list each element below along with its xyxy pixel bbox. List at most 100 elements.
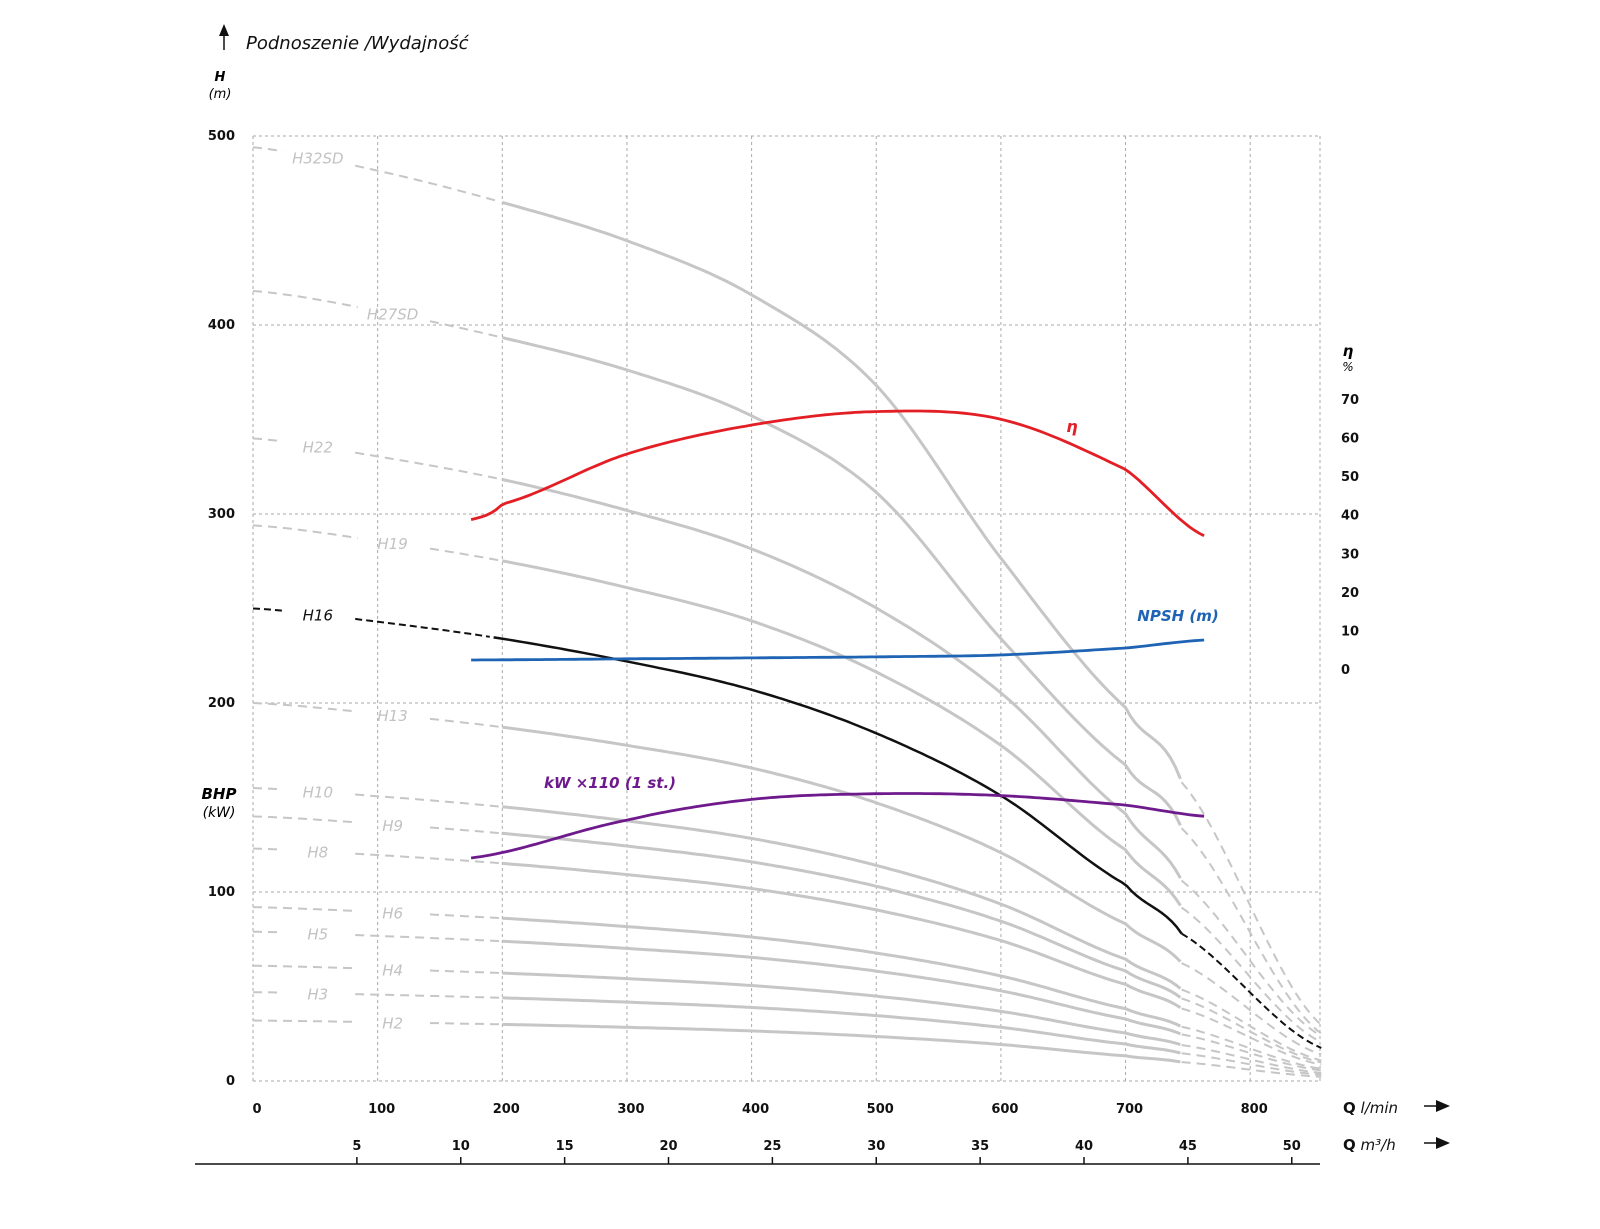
- head-curve-h5: H5: [252, 926, 1322, 1072]
- power-label: kW ×110 (1 st.): [544, 774, 676, 792]
- x-axis-label: Q l/min: [1343, 1099, 1398, 1117]
- head-curve-h32sd: H32SD: [252, 146, 1322, 1026]
- curve-label: H4: [382, 961, 403, 979]
- curve-dashed-segment: [1180, 827, 1322, 1035]
- y-tick-label: 500: [208, 129, 235, 144]
- curve-label: H13: [377, 707, 407, 725]
- curve-solid-segment: [502, 939, 1181, 1036]
- right-arrow-icon: [1424, 1137, 1450, 1149]
- head-curve-h27sd: H27SD: [252, 290, 1322, 1035]
- curve-solid-segment: [501, 336, 1182, 826]
- curve-dashed-segment: [252, 437, 284, 443]
- curve-solid-segment: [501, 478, 1182, 879]
- x-tick-label: 500: [867, 1102, 894, 1117]
- head-curve-h4: H4: [252, 961, 1322, 1074]
- x-tick-label: 300: [617, 1102, 644, 1117]
- head-curve-h16: H16: [252, 606, 1322, 1049]
- x2-tick-label: 15: [556, 1139, 574, 1154]
- head-curve-h13: H13: [252, 702, 1322, 1056]
- curve-dashed-segment: [429, 717, 500, 728]
- curve-label: H6: [382, 905, 403, 923]
- y-tick-label: 0: [226, 1074, 235, 1089]
- curve-dashed-segment: [1181, 932, 1322, 1049]
- curve-dashed-segment: [355, 934, 500, 943]
- right-axis-label: η: [1343, 342, 1354, 360]
- head-curve-h6: H6: [252, 905, 1322, 1070]
- curve-dashed-segment: [429, 320, 501, 338]
- y-tick-label: 200: [208, 696, 235, 711]
- head-curve-h10: H10: [252, 784, 1322, 1062]
- curve-dashed-segment: [252, 906, 358, 913]
- curve-dashed-segment: [355, 852, 500, 865]
- right-tick-label: 70: [1341, 393, 1359, 408]
- efficiency-label: η: [1066, 417, 1077, 436]
- chart-title: Podnoszenie /Wydajność: [246, 33, 470, 54]
- curve-dashed-segment: [252, 964, 358, 970]
- curve-solid-segment: [502, 916, 1182, 1028]
- x2-tick-label: 35: [971, 1139, 989, 1154]
- curve-label: H2: [382, 1014, 403, 1032]
- curve-dashed-segment: [252, 1019, 358, 1023]
- performance-curves: [470, 409, 1205, 860]
- curve-dashed-segment: [1181, 988, 1322, 1062]
- curve-solid-segment: [502, 559, 1182, 907]
- right-tick-label: 30: [1341, 547, 1359, 562]
- curve-dashed-segment: [1180, 879, 1322, 1037]
- curve-label: H9: [382, 817, 403, 835]
- curve-dashed-segment: [252, 815, 358, 824]
- right-tick-label: 20: [1341, 586, 1359, 601]
- curve-dashed-segment: [1181, 1007, 1322, 1066]
- curve-dashed-segment: [1181, 1052, 1322, 1076]
- x2-tick-label: 10: [452, 1139, 470, 1154]
- curve-label: H3: [307, 985, 328, 1003]
- curve-dashed-segment: [355, 451, 501, 480]
- x2-tick-label: 45: [1179, 1139, 1197, 1154]
- right-tick-label: 0: [1341, 663, 1350, 678]
- right-tick-label: 40: [1341, 509, 1359, 524]
- curve-dashed-segment: [429, 547, 500, 562]
- curve-dashed-segment: [252, 146, 284, 153]
- x2-tick-label: 5: [352, 1139, 361, 1154]
- head-curve-h9: H9: [252, 815, 1322, 1064]
- x-tick-label: 100: [368, 1102, 395, 1117]
- y-tick-label: 300: [208, 507, 235, 522]
- curve-label: H27SD: [367, 306, 418, 324]
- x-tick-label: 600: [991, 1102, 1018, 1117]
- bhp-axis-label: BHP: [202, 785, 237, 803]
- right-tick-label: 50: [1341, 470, 1359, 485]
- x-tick-label: 0: [252, 1102, 261, 1117]
- right-arrow-icon: [1424, 1100, 1450, 1112]
- y-tick-label: 400: [208, 318, 235, 333]
- y-axis-label: H: [215, 70, 226, 85]
- curve-dashed-segment: [252, 290, 358, 308]
- npsh-label: NPSH (m): [1137, 607, 1218, 625]
- curve-solid-segment: [502, 996, 1181, 1055]
- x2-tick-label: 40: [1075, 1139, 1093, 1154]
- curve-dashed-segment: [252, 702, 358, 713]
- curve-dashed-segment: [430, 1022, 500, 1026]
- head-curves: H32SD H27SD H22 H19 H13 H10 H9 H8 H6 H5 H4 H3 H2 H16: [252, 146, 1322, 1078]
- efficiency-curve: [470, 409, 1205, 538]
- curve-label: H16: [303, 606, 333, 624]
- x-tick-label: 200: [493, 1102, 520, 1117]
- curve-solid-segment: [502, 861, 1182, 1009]
- curve-solid-segment: [501, 200, 1182, 780]
- grid: [252, 135, 1321, 1082]
- curve-dashed-segment: [1181, 1033, 1322, 1072]
- curve-dashed-segment: [429, 969, 500, 974]
- curve-solid-segment: [502, 725, 1182, 963]
- npsh-curve: [471, 638, 1205, 662]
- right-tick-label: 10: [1341, 624, 1359, 639]
- curve-dashed-segment: [1181, 1061, 1322, 1078]
- head-curve-h8: H8: [252, 843, 1322, 1066]
- x2-tick-label: 30: [867, 1139, 885, 1154]
- head-curve-h2: H2: [252, 1014, 1322, 1078]
- curve-label: H10: [303, 784, 333, 802]
- up-arrow-icon: [219, 24, 229, 50]
- curve-dashed-segment: [252, 847, 283, 851]
- curve-dashed-segment: [1181, 997, 1322, 1064]
- y-axis-unit: (m): [209, 87, 232, 102]
- curve-dashed-segment: [252, 524, 358, 539]
